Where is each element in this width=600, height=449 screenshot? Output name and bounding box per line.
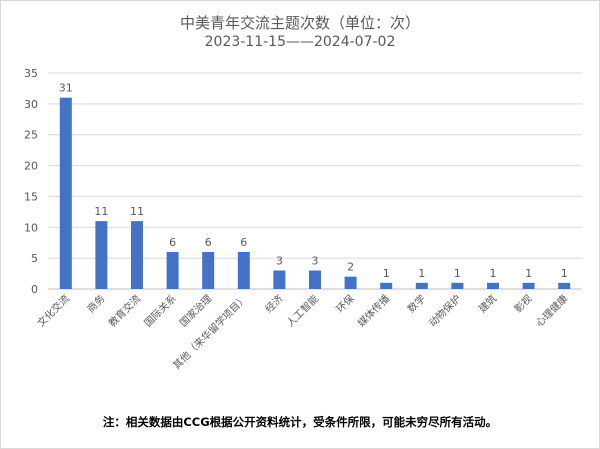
bar xyxy=(558,282,571,289)
y-tick-label: 25 xyxy=(24,129,38,142)
y-tick-label: 35 xyxy=(24,67,38,80)
bar xyxy=(95,221,108,289)
bar xyxy=(380,282,393,289)
chart-subtitle: 2023-11-15——2024-07-02 xyxy=(204,34,396,50)
x-tick-label: 数学 xyxy=(405,292,428,315)
bar xyxy=(131,221,143,289)
bar xyxy=(59,97,72,289)
x-tick-label: 国际关系 xyxy=(141,292,178,329)
data-label: 1 xyxy=(418,267,425,280)
bar xyxy=(522,282,535,289)
data-label: 2 xyxy=(347,261,354,274)
bar xyxy=(415,282,428,289)
x-tick-label: 教育交流 xyxy=(106,292,143,329)
bar xyxy=(451,282,464,289)
bar xyxy=(166,251,179,289)
x-tick-label: 国家治理 xyxy=(177,292,214,329)
footnote: 注：相关数据由CCG根据公开资料统计，受条件所限，可能未穷尽所有活动。 xyxy=(102,415,498,429)
y-tick-label: 10 xyxy=(24,221,38,234)
bar xyxy=(309,270,321,289)
chart-title: 中美青年交流主题次数（单位：次） xyxy=(179,14,420,32)
data-label: 6 xyxy=(169,236,176,249)
x-tick-label: 商务 xyxy=(84,292,107,315)
x-tick-label: 环保 xyxy=(333,292,356,315)
data-label: 11 xyxy=(130,205,144,218)
x-tick-label: 经济 xyxy=(262,292,285,315)
x-tick-label: 文化交流 xyxy=(34,292,71,329)
x-tick-label: 影视 xyxy=(511,292,534,315)
data-label: 1 xyxy=(454,267,461,280)
data-label: 31 xyxy=(59,82,73,95)
y-tick-label: 5 xyxy=(31,252,38,265)
y-tick-label: 0 xyxy=(31,283,38,296)
bars xyxy=(59,97,571,289)
data-label: 1 xyxy=(561,267,568,280)
data-label: 1 xyxy=(383,267,390,280)
bar xyxy=(344,276,357,289)
x-tick-label: 心理健康 xyxy=(533,292,570,329)
data-label: 3 xyxy=(312,254,319,267)
y-axis: 0 5 10 15 20 25 30 35 xyxy=(24,67,38,296)
y-tick-label: 20 xyxy=(24,160,38,173)
data-label: 1 xyxy=(525,267,532,280)
data-label: 6 xyxy=(205,236,212,249)
data-label: 6 xyxy=(240,236,247,249)
data-label: 3 xyxy=(276,254,283,267)
bar xyxy=(487,282,499,289)
y-tick-label: 30 xyxy=(24,98,38,111)
x-tick-label: 人工智能 xyxy=(284,292,321,329)
bar xyxy=(237,251,250,289)
x-tick-label: 媒体传播 xyxy=(355,292,392,329)
data-label: 11 xyxy=(94,205,108,218)
data-label: 1 xyxy=(490,267,497,280)
x-tick-label: 动物保护 xyxy=(426,292,463,329)
bar xyxy=(202,251,215,289)
x-tick-label: 建筑 xyxy=(476,292,499,315)
y-tick-label: 15 xyxy=(24,190,38,203)
bar xyxy=(273,270,286,289)
